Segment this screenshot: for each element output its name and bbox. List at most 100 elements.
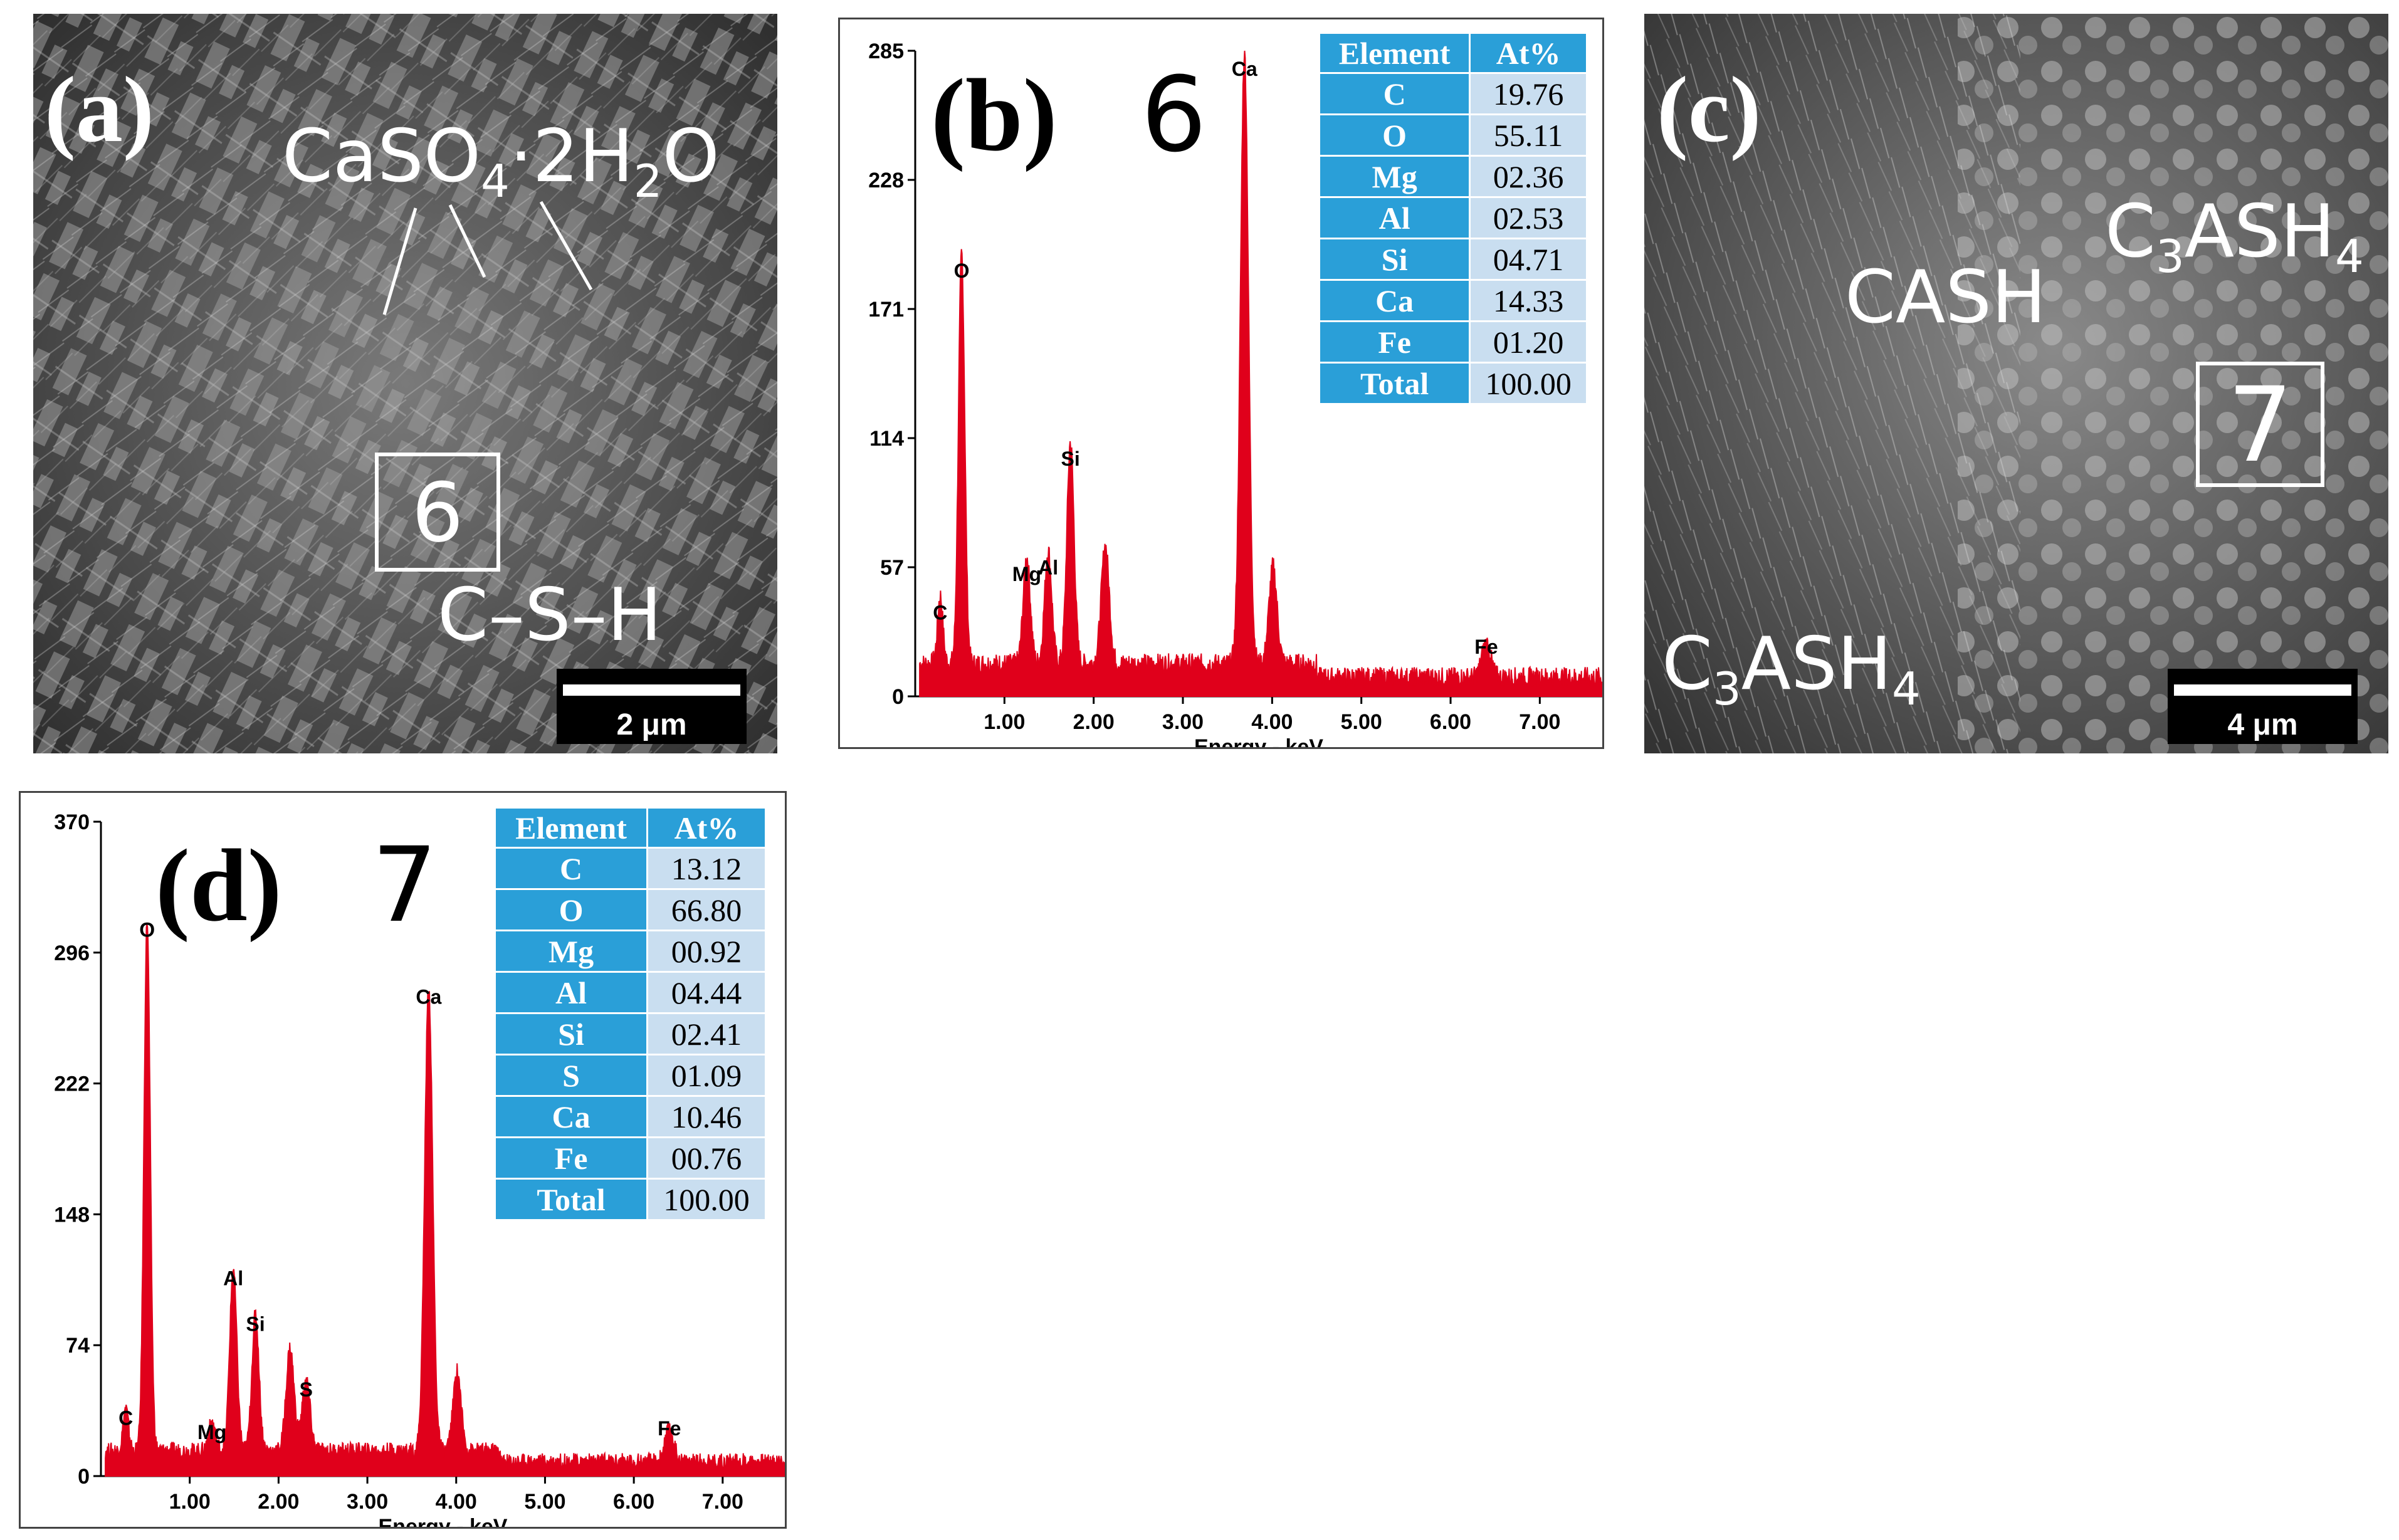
value-cell: 04.71: [1469, 238, 1588, 281]
table-row: Al 02.53: [1318, 196, 1588, 239]
sem-image-c: (c) C3ASH4 CASH 7 C3ASH4 4 μm: [1644, 14, 2388, 753]
panel-label-d: (d): [155, 828, 282, 943]
value-cell: 14.33: [1469, 279, 1588, 322]
table-row: O 66.80: [493, 888, 767, 931]
eds-spectrum-b: 0 57 114 171 228 285 1.00 2.00 3.00 4.00 5.00 6.00 7…: [868, 39, 1602, 747]
sem-texture-a: [33, 14, 777, 753]
element-cell: Total: [1318, 362, 1471, 405]
value-cell: 02.36: [1469, 155, 1588, 198]
table-row: Ca 10.46: [493, 1095, 767, 1138]
composition-table-d: Element At% C 13.12 O 66.80 Mg 00.92 Al 04.4…: [493, 807, 767, 1221]
sem-image-a: (a) CaSO4·2H2O 6 C–S–H 2 μm: [33, 14, 777, 753]
peak-label: Si: [1061, 448, 1080, 470]
value-cell: 10.46: [646, 1095, 767, 1138]
value-cell: 00.76: [646, 1136, 767, 1180]
peak-label: Mg: [1012, 563, 1041, 585]
x-tick-label: 4.00: [436, 1490, 477, 1514]
roi-number-b: 6: [1141, 55, 1207, 175]
c3ash4-annotation-top: C3ASH4: [2105, 189, 2364, 283]
y-tick-label: 148: [54, 1203, 90, 1227]
peak-label: O: [954, 259, 970, 282]
table-header-atpct: At%: [646, 807, 767, 849]
y-tick-label: 57: [880, 556, 904, 580]
table-row: Mg 00.92: [493, 930, 767, 973]
element-cell: Total: [493, 1178, 649, 1221]
table-row: Si 04.71: [1318, 238, 1588, 281]
table-row: Total 100.00: [1318, 362, 1588, 405]
value-cell: 66.80: [646, 888, 767, 931]
table-header: Element At%: [493, 807, 767, 849]
value-cell: 01.20: [1469, 320, 1588, 364]
peak-label: Fe: [1474, 636, 1498, 658]
scale-line-c: [2174, 684, 2351, 696]
peak-label: Si: [246, 1313, 265, 1336]
y-tick-label: 0: [892, 685, 904, 709]
table-row: Fe 00.76: [493, 1136, 767, 1180]
x-tick-label: 3.00: [347, 1490, 388, 1514]
scale-text-a: 2 μm: [616, 708, 687, 741]
element-cell: Mg: [1318, 155, 1471, 198]
table-header-element: Element: [1318, 32, 1471, 74]
roi-box-6: 6: [375, 453, 500, 572]
csh-annotation: C–S–H: [438, 573, 662, 657]
table-row: Fe 01.20: [1318, 320, 1588, 364]
table-row: Total 100.00: [493, 1178, 767, 1221]
y-tick-label: 0: [78, 1465, 90, 1489]
y-tick-label: 228: [868, 169, 904, 192]
element-cell: C: [493, 847, 649, 890]
x-tick-label: 5.00: [524, 1490, 565, 1514]
value-cell: 19.76: [1469, 72, 1588, 115]
y-tick-label: 370: [54, 810, 90, 834]
element-cell: Ca: [493, 1095, 649, 1138]
eds-spectrum-d: 0 74 148 222 296 370 1.00 2.00 3.00 4.00 5.00 6.00 7…: [54, 810, 785, 1527]
eds-panel-d: 0 74 148 222 296 370 1.00 2.00 3.00 4.00 5.00 6.00 7…: [19, 791, 787, 1529]
peak-label: Al: [1038, 556, 1058, 579]
element-cell: Al: [1318, 196, 1471, 239]
element-cell: Si: [1318, 238, 1471, 281]
x-tick-label: 5.00: [1341, 710, 1382, 734]
x-tick-label: 6.00: [1430, 710, 1471, 734]
value-cell: 55.11: [1469, 113, 1588, 157]
peak-label: Al: [223, 1267, 243, 1289]
caso4-annotation: CaSO4·2H2O: [282, 114, 720, 208]
table-row: Mg 02.36: [1318, 155, 1588, 198]
element-cell: Al: [493, 971, 649, 1014]
table-header-atpct: At%: [1469, 32, 1588, 74]
peak-label: S: [300, 1378, 313, 1401]
x-tick-label: 7.00: [1519, 710, 1560, 734]
table-row: Ca 14.33: [1318, 279, 1588, 322]
element-cell: Ca: [1318, 279, 1471, 322]
x-tick-label: 2.00: [1073, 710, 1115, 734]
y-tick-label: 171: [868, 298, 904, 322]
y-tick-label: 222: [54, 1072, 90, 1096]
roi-number-d: 7: [372, 825, 438, 945]
value-cell: 01.09: [646, 1054, 767, 1097]
table-header: Element At%: [1318, 32, 1588, 74]
element-cell: O: [493, 888, 649, 931]
scale-line-a: [563, 684, 740, 696]
cash-annotation: CASH: [1845, 255, 2047, 340]
peak-label: Ca: [416, 986, 441, 1008]
peak-label: Fe: [658, 1417, 681, 1440]
scale-bar-c: 4 μm: [2168, 669, 2358, 744]
table-row: S 01.09: [493, 1054, 767, 1097]
value-cell: 02.53: [1469, 196, 1588, 239]
spectrum-series: [919, 50, 1602, 697]
eds-panel-b: 0 57 114 171 228 285 1.00 2.00 3.00 4.00 5.00 6.00 7…: [838, 18, 1604, 749]
scale-bar-a: 2 μm: [557, 669, 747, 744]
panel-label-c: (c): [1657, 58, 1761, 162]
x-tick-label: 1.00: [984, 710, 1025, 734]
table-row: C 19.76: [1318, 72, 1588, 115]
spectrum-series: [105, 924, 785, 1477]
value-cell: 02.41: [646, 1012, 767, 1055]
element-cell: Fe: [493, 1136, 649, 1180]
element-cell: Si: [493, 1012, 649, 1055]
value-cell: 13.12: [646, 847, 767, 890]
peak-label: O: [139, 919, 155, 941]
x-tick-label: 3.00: [1162, 710, 1204, 734]
y-tick-label: 285: [868, 39, 904, 63]
table-row: Al 04.44: [493, 971, 767, 1014]
element-cell: O: [1318, 113, 1471, 157]
x-axis-label: Energy - keV: [379, 1515, 508, 1527]
table-row: Si 02.41: [493, 1012, 767, 1055]
